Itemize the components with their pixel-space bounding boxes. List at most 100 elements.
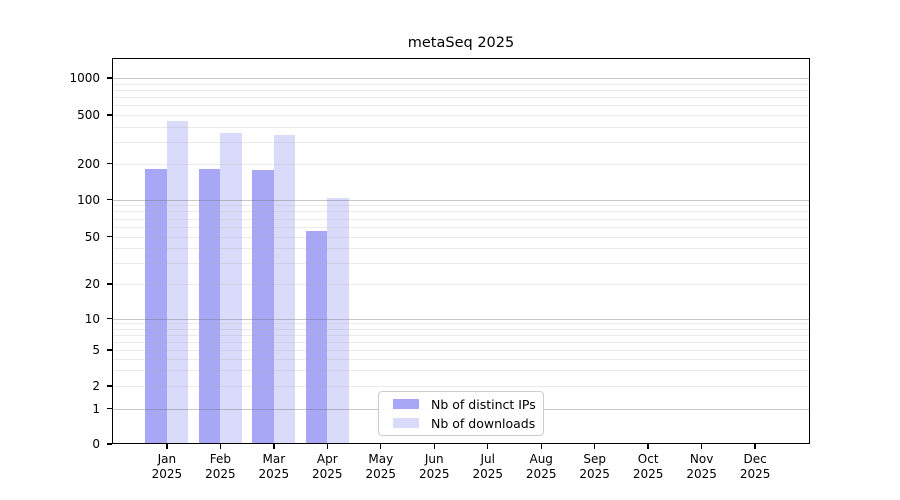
x-tick-mark bbox=[433, 444, 435, 449]
x-tick-mark bbox=[273, 444, 275, 449]
minor-gridline bbox=[113, 341, 809, 343]
bar-distinct-ips bbox=[252, 170, 274, 443]
minor-gridline bbox=[113, 105, 809, 107]
y-tick-label: 5 bbox=[92, 343, 100, 357]
bar-downloads bbox=[273, 134, 296, 443]
minor-gridline bbox=[113, 323, 809, 325]
y-tick-label: 10 bbox=[84, 311, 100, 326]
year-label: 2025 bbox=[632, 466, 664, 481]
legend-label-distinct-ips: Nb of distinct IPs bbox=[431, 396, 536, 412]
minor-gridline bbox=[113, 284, 809, 285]
x-tick-mark bbox=[593, 444, 596, 449]
month-label: Oct bbox=[637, 452, 659, 466]
minor-gridline bbox=[113, 211, 809, 213]
minor-gridline bbox=[113, 126, 809, 128]
year-label: 2025 bbox=[418, 466, 450, 481]
y-tick-label: 20 bbox=[84, 277, 100, 291]
minor-gridline bbox=[113, 218, 809, 220]
y-tick-mark bbox=[107, 283, 112, 285]
y-tick-mark bbox=[107, 317, 112, 320]
x-tick-label: Feb 2025 bbox=[193, 452, 247, 481]
month-label: Feb bbox=[209, 452, 231, 466]
major-gridline bbox=[113, 199, 809, 201]
x-tick-mark bbox=[487, 444, 489, 449]
y-tick-label: 0 bbox=[92, 437, 100, 451]
bar-downloads bbox=[220, 133, 242, 443]
minor-gridline bbox=[113, 97, 809, 99]
x-tick-label: Dec 2025 bbox=[728, 452, 782, 481]
x-tick-mark bbox=[219, 444, 222, 449]
year-label: 2025 bbox=[739, 466, 771, 481]
minor-gridline bbox=[113, 236, 809, 238]
x-tick-label: Aug 2025 bbox=[514, 452, 568, 481]
month-label: Apr bbox=[316, 452, 338, 466]
month-label: Jul bbox=[480, 452, 495, 466]
x-tick-label: Jun 2025 bbox=[407, 452, 461, 481]
minor-gridline bbox=[113, 334, 809, 336]
x-tick-label: May 2025 bbox=[354, 452, 408, 481]
legend-row-distinct-ips: Nb of distinct IPs bbox=[393, 396, 536, 412]
bar-distinct-ips bbox=[145, 168, 167, 443]
y-tick-label: 2 bbox=[92, 379, 100, 393]
minor-gridline bbox=[113, 386, 809, 387]
minor-gridline bbox=[113, 205, 809, 207]
x-tick-label: Sep 2025 bbox=[568, 452, 622, 481]
year-label: 2025 bbox=[579, 466, 610, 481]
y-tick-mark bbox=[107, 443, 112, 445]
major-gridline bbox=[113, 318, 809, 320]
chart-title: metaSeq 2025 bbox=[407, 35, 515, 51]
minor-gridline bbox=[113, 248, 809, 250]
minor-gridline bbox=[113, 328, 809, 330]
minor-gridline bbox=[113, 83, 809, 85]
legend-swatch-distinct-ips bbox=[393, 399, 419, 409]
x-tick-mark bbox=[326, 444, 328, 449]
major-gridline bbox=[113, 78, 809, 79]
month-label: Jun bbox=[424, 452, 444, 466]
plot-area-border bbox=[112, 58, 810, 444]
y-tick-label: 200 bbox=[77, 156, 100, 171]
x-tick-label: Jan 2025 bbox=[140, 452, 194, 481]
bar-downloads bbox=[327, 198, 349, 443]
bar-distinct-ips bbox=[198, 168, 221, 443]
month-label: Mar bbox=[262, 452, 286, 466]
month-label: Aug bbox=[529, 452, 553, 466]
x-tick-mark bbox=[540, 444, 542, 449]
x-tick-label: Apr 2025 bbox=[300, 452, 354, 481]
legend-row-downloads: Nb of downloads bbox=[393, 416, 535, 431]
x-tick-label: Jul 2025 bbox=[461, 452, 515, 481]
month-label: Dec bbox=[743, 452, 767, 466]
minor-gridline bbox=[113, 226, 809, 228]
year-label: 2025 bbox=[258, 466, 290, 481]
year-label: 2025 bbox=[686, 466, 717, 481]
y-tick-label: 50 bbox=[84, 229, 100, 244]
minor-gridline bbox=[113, 358, 809, 360]
y-tick-label: 1000 bbox=[69, 71, 100, 85]
minor-gridline bbox=[113, 142, 809, 144]
y-tick-mark bbox=[107, 349, 112, 351]
x-tick-label: Mar 2025 bbox=[247, 452, 301, 481]
y-tick-mark bbox=[107, 198, 112, 201]
y-tick-label: 500 bbox=[77, 108, 100, 122]
y-tick-mark bbox=[107, 407, 112, 410]
bar-downloads bbox=[166, 120, 189, 443]
month-label: Sep bbox=[583, 452, 606, 466]
y-tick-mark bbox=[107, 162, 112, 165]
y-tick-mark bbox=[107, 235, 112, 238]
legend: Nb of distinct IPs Nb of downloads bbox=[378, 391, 544, 436]
legend-label-downloads: Nb of downloads bbox=[431, 415, 536, 431]
x-tick-label: Nov 2025 bbox=[675, 452, 729, 481]
month-label: May bbox=[368, 452, 394, 466]
x-tick-label: Oct 2025 bbox=[621, 452, 675, 481]
minor-gridline bbox=[113, 262, 809, 264]
x-tick-mark bbox=[166, 444, 168, 449]
y-tick-mark bbox=[107, 385, 112, 387]
minor-gridline bbox=[113, 370, 809, 372]
y-tick-label: 1 bbox=[92, 401, 100, 416]
year-label: 2025 bbox=[151, 466, 183, 481]
y-tick-label: 100 bbox=[77, 192, 100, 207]
y-tick-mark bbox=[107, 77, 112, 79]
year-label: 2025 bbox=[525, 466, 557, 481]
legend-swatch-downloads bbox=[393, 418, 419, 428]
month-label: Jan bbox=[157, 452, 177, 466]
